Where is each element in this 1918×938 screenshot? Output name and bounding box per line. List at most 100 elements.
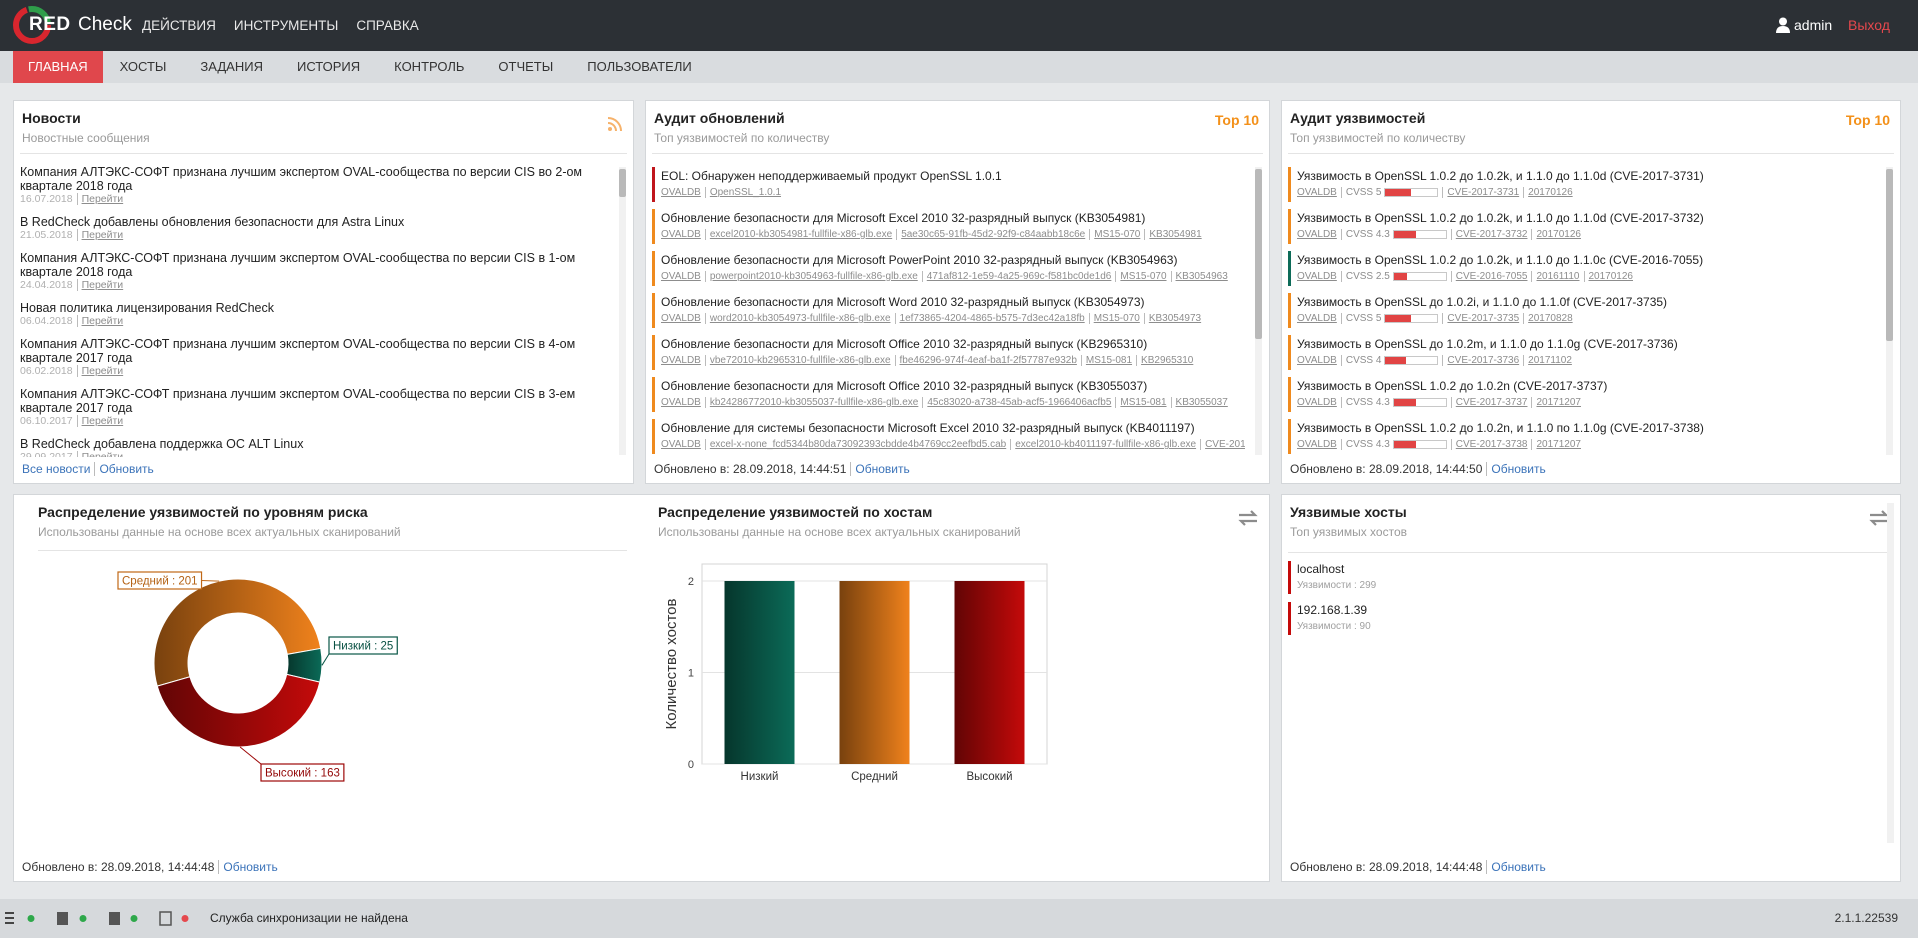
scroll-thumb[interactable]: [1255, 169, 1262, 339]
vuln-ref[interactable]: 20170828: [1523, 313, 1573, 324]
vuln-ref[interactable]: CVE-2016-7055: [1450, 271, 1528, 282]
refresh-link[interactable]: Обновить: [94, 462, 154, 476]
update-ref[interactable]: word2010-kb3054973-fullfile-x86-glb.exe: [704, 313, 891, 324]
server-icon[interactable]: [109, 912, 120, 925]
update-ref[interactable]: OVALDB: [661, 313, 701, 324]
vuln-title[interactable]: Уязвимость в OpenSSL 1.0.2 до 1.0.2k, и …: [1297, 169, 1704, 183]
vuln-ref[interactable]: 20171102: [1523, 355, 1572, 366]
vuln-ref[interactable]: CVE-2017-3737: [1450, 397, 1528, 408]
update-ref[interactable]: KB3054963: [1170, 271, 1228, 282]
update-title[interactable]: Обновление для системы безопасности Micr…: [661, 421, 1195, 435]
refresh-link[interactable]: Обновить: [850, 462, 910, 476]
update-title[interactable]: Обновление безопасности для Microsoft Po…: [661, 253, 1178, 267]
vuln-source[interactable]: OVALDB: [1297, 355, 1337, 366]
news-text[interactable]: Компания АЛТЭКС-СОФТ признана лучшим экс…: [20, 337, 576, 365]
update-ref[interactable]: 5ae30c65-91fb-45d2-92f9-c84aabb18c6e: [896, 229, 1086, 240]
top-badge[interactable]: Top 10: [1214, 112, 1259, 128]
update-title[interactable]: Обновление безопасности для Microsoft Of…: [661, 337, 1148, 351]
update-ref[interactable]: KB2965310: [1136, 355, 1194, 366]
vuln-title[interactable]: Уязвимость в OpenSSL 1.0.2 до 1.0.2n (CV…: [1297, 379, 1608, 393]
news-link[interactable]: Перейти: [76, 315, 124, 327]
scroll-thumb[interactable]: [619, 169, 626, 197]
sync-icon[interactable]: [159, 911, 172, 926]
swap-icon[interactable]: [1869, 509, 1889, 527]
update-ref[interactable]: OVALDB: [661, 355, 701, 366]
news-text[interactable]: Новая политика лицензирования RedCheck: [20, 301, 274, 315]
tab[interactable]: ЗАДАНИЯ: [200, 59, 263, 74]
update-title[interactable]: Обновление безопасности для Microsoft Ex…: [661, 211, 1146, 225]
update-ref[interactable]: KB3054973: [1143, 313, 1202, 324]
scroll-thumb[interactable]: [1886, 169, 1893, 341]
vuln-title[interactable]: Уязвимость в OpenSSL 1.0.2 до 1.0.2n, и …: [1297, 421, 1704, 435]
news-link[interactable]: Перейти: [76, 279, 124, 291]
update-ref[interactable]: 1ef73865-4204-4865-b575-7d3ec42a18fb: [894, 313, 1085, 324]
update-ref[interactable]: OpenSSL_1.0.1: [704, 187, 782, 198]
swap-icon[interactable]: [1238, 509, 1258, 527]
update-ref[interactable]: vbe72010-kb2965310-fullfile-x86-glb.exe: [704, 355, 891, 366]
menu-item[interactable]: ИНСТРУМЕНТЫ: [233, 18, 339, 33]
news-link[interactable]: Перейти: [76, 193, 124, 205]
vuln-ref[interactable]: 20171207: [1531, 439, 1581, 450]
scrollbar[interactable]: [619, 167, 626, 455]
update-ref[interactable]: CVE-2017-: [1200, 439, 1245, 450]
host-name[interactable]: localhost: [1297, 562, 1345, 576]
update-ref[interactable]: KB3054981: [1144, 229, 1202, 240]
update-title[interactable]: Обновление безопасности для Microsoft Wo…: [661, 295, 1145, 309]
update-ref[interactable]: OVALDB: [661, 397, 701, 408]
vuln-ref[interactable]: 20161110: [1531, 271, 1580, 282]
update-ref[interactable]: 471af812-1e59-4a25-969c-f581bc0de1d6: [921, 271, 1112, 282]
update-ref[interactable]: OVALDB: [661, 271, 701, 282]
news-link[interactable]: Перейти: [76, 451, 124, 457]
tab[interactable]: ПОЛЬЗОВАТЕЛИ: [587, 59, 692, 74]
tab[interactable]: ОТЧЕТЫ: [498, 59, 554, 74]
scrollbar[interactable]: [1887, 503, 1894, 843]
vuln-ref[interactable]: 20170126: [1523, 187, 1573, 198]
update-ref[interactable]: fbe46296-974f-4eaf-ba1f-2f57787e932b: [894, 355, 1077, 366]
scrollbar[interactable]: [1255, 167, 1262, 455]
update-ref[interactable]: MS15-070: [1089, 229, 1141, 240]
update-ref[interactable]: MS15-070: [1115, 271, 1167, 282]
all-news-link[interactable]: Все новости: [22, 462, 91, 476]
tab[interactable]: КОНТРОЛЬ: [394, 59, 465, 74]
update-ref[interactable]: OVALDB: [661, 439, 701, 450]
update-ref[interactable]: excel-x-none_fcd5344b80da73092393cbdde4b…: [704, 439, 1007, 450]
tab[interactable]: ХОСТЫ: [119, 59, 167, 74]
refresh-link[interactable]: Обновить: [1486, 462, 1546, 476]
news-link[interactable]: Перейти: [76, 415, 124, 427]
logout-link[interactable]: Выход: [1848, 17, 1890, 33]
update-ref[interactable]: OVALDB: [661, 187, 701, 198]
rss-icon[interactable]: [607, 116, 623, 132]
update-ref[interactable]: MS15-081: [1115, 397, 1167, 408]
vuln-source[interactable]: OVALDB: [1297, 439, 1337, 450]
vuln-source[interactable]: OVALDB: [1297, 229, 1337, 240]
update-title[interactable]: EOL: Обнаружен неподдерживаемый продукт …: [661, 169, 1002, 183]
host-name[interactable]: 192.168.1.39: [1297, 603, 1368, 617]
vuln-ref[interactable]: CVE-2017-3735: [1442, 313, 1520, 324]
menu-item[interactable]: СПРАВКА: [356, 18, 419, 33]
news-text[interactable]: Компания АЛТЭКС-СОФТ признана лучшим экс…: [20, 387, 576, 415]
vuln-ref[interactable]: CVE-2017-3736: [1442, 355, 1520, 366]
vuln-ref[interactable]: CVE-2017-3732: [1450, 229, 1528, 240]
update-title[interactable]: Обновление безопасности для Microsoft Of…: [661, 379, 1148, 393]
news-link[interactable]: Перейти: [76, 229, 124, 241]
vuln-title[interactable]: Уязвимость в OpenSSL до 1.0.2m, и 1.1.0 …: [1297, 337, 1678, 351]
vuln-ref[interactable]: 20170126: [1583, 271, 1633, 282]
update-ref[interactable]: KB3055037: [1170, 397, 1228, 408]
tab[interactable]: ГЛАВНАЯ: [13, 51, 103, 83]
vuln-source[interactable]: OVALDB: [1297, 397, 1337, 408]
menu-icon[interactable]: [5, 912, 14, 924]
update-ref[interactable]: MS15-070: [1088, 313, 1140, 324]
user-name[interactable]: admin: [1794, 17, 1833, 33]
update-ref[interactable]: excel2010-kb4011197-fullfile-x86-glb.exe: [1010, 439, 1197, 450]
refresh-link[interactable]: Обновить: [1486, 860, 1546, 874]
news-text[interactable]: В RedCheck добавлены обновления безопасн…: [20, 215, 405, 229]
news-text[interactable]: Компания АЛТЭКС-СОФТ признана лучшим экс…: [20, 251, 576, 279]
refresh-link[interactable]: Обновить: [218, 860, 278, 874]
vuln-title[interactable]: Уязвимость в OpenSSL до 1.0.2i, и 1.1.0 …: [1297, 295, 1668, 309]
menu-item[interactable]: ДЕЙСТВИЯ: [142, 18, 216, 33]
vuln-source[interactable]: OVALDB: [1297, 313, 1337, 324]
vuln-source[interactable]: OVALDB: [1297, 187, 1337, 198]
update-ref[interactable]: 45c83020-a738-45ab-acf5-1966406acfb5: [922, 397, 1112, 408]
update-ref[interactable]: powerpoint2010-kb3054963-fullfile-x86-gl…: [704, 271, 918, 282]
scrollbar[interactable]: [1886, 167, 1893, 455]
